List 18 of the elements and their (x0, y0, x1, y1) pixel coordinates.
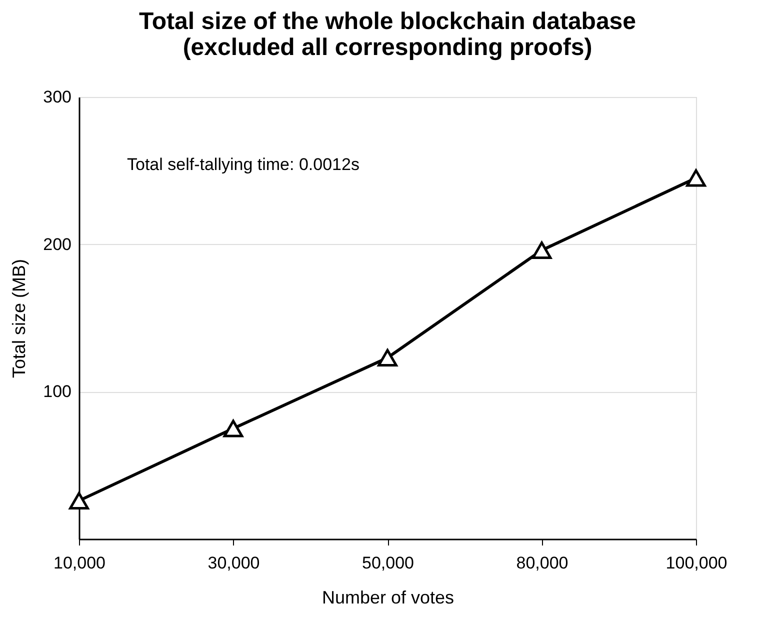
annotation: Total self-tallying time: 0.0012s (127, 155, 360, 174)
y-axis-title: Total size (MB) (9, 258, 30, 378)
point (378, 349, 398, 367)
y-tick-label: 100 (43, 382, 72, 402)
x-tick-label: 80,000 (516, 554, 568, 572)
text: Total size of the whole blockchain database (139, 8, 636, 35)
point (223, 420, 244, 438)
y-tick-label: 200 (43, 234, 72, 254)
x-tick-label: 50,000 (362, 554, 414, 572)
text: (excluded all corresponding proofs) (182, 34, 592, 61)
x-tick-label: 100,000 (666, 554, 728, 572)
point (69, 492, 89, 510)
y-tick-label: 300 (43, 88, 72, 106)
x-axis-title: Number of votes (322, 588, 454, 608)
point (532, 241, 552, 259)
point (686, 169, 706, 187)
x-tick-label: 10,000 (54, 554, 106, 572)
x-tick-label: 30,000 (208, 554, 260, 572)
